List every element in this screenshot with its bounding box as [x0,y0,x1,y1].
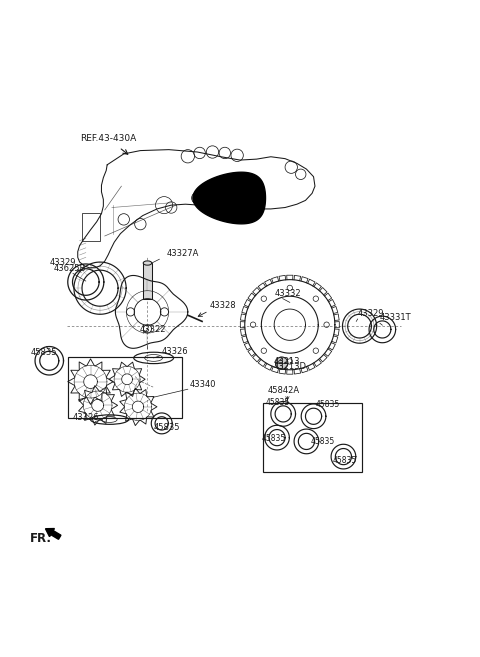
Text: 43326: 43326 [73,413,100,422]
Polygon shape [193,172,265,224]
Bar [82,214,100,240]
Text: 45842A: 45842A [267,386,300,395]
Ellipse shape [143,261,152,265]
Text: 43331T: 43331T [380,313,411,323]
Text: 43328: 43328 [209,302,236,311]
Text: 43213: 43213 [273,357,300,367]
Bar [68,357,182,418]
Bar [263,403,362,472]
Text: 43340: 43340 [189,380,216,389]
Text: 43327A: 43327A [167,249,199,258]
Text: 43322: 43322 [139,325,166,334]
Text: 43329: 43329 [358,309,384,318]
Text: 45835: 45835 [265,397,289,407]
FancyArrow shape [46,528,61,539]
Circle shape [276,357,288,369]
Text: 43625B: 43625B [54,263,86,273]
Text: 45835: 45835 [30,348,57,357]
Bar [143,263,152,299]
Text: 45835: 45835 [333,456,357,464]
Text: 43332: 43332 [274,288,301,298]
Text: 45835: 45835 [316,400,340,409]
Text: REF.43-430A: REF.43-430A [80,134,136,143]
Text: FR.: FR. [30,532,52,545]
Text: 43213D: 43213D [273,362,306,371]
Text: 43326: 43326 [162,346,188,355]
Text: 45835: 45835 [153,423,180,432]
Text: 45835: 45835 [261,434,286,443]
Text: 45835: 45835 [310,437,335,446]
Text: 43329: 43329 [49,258,76,267]
